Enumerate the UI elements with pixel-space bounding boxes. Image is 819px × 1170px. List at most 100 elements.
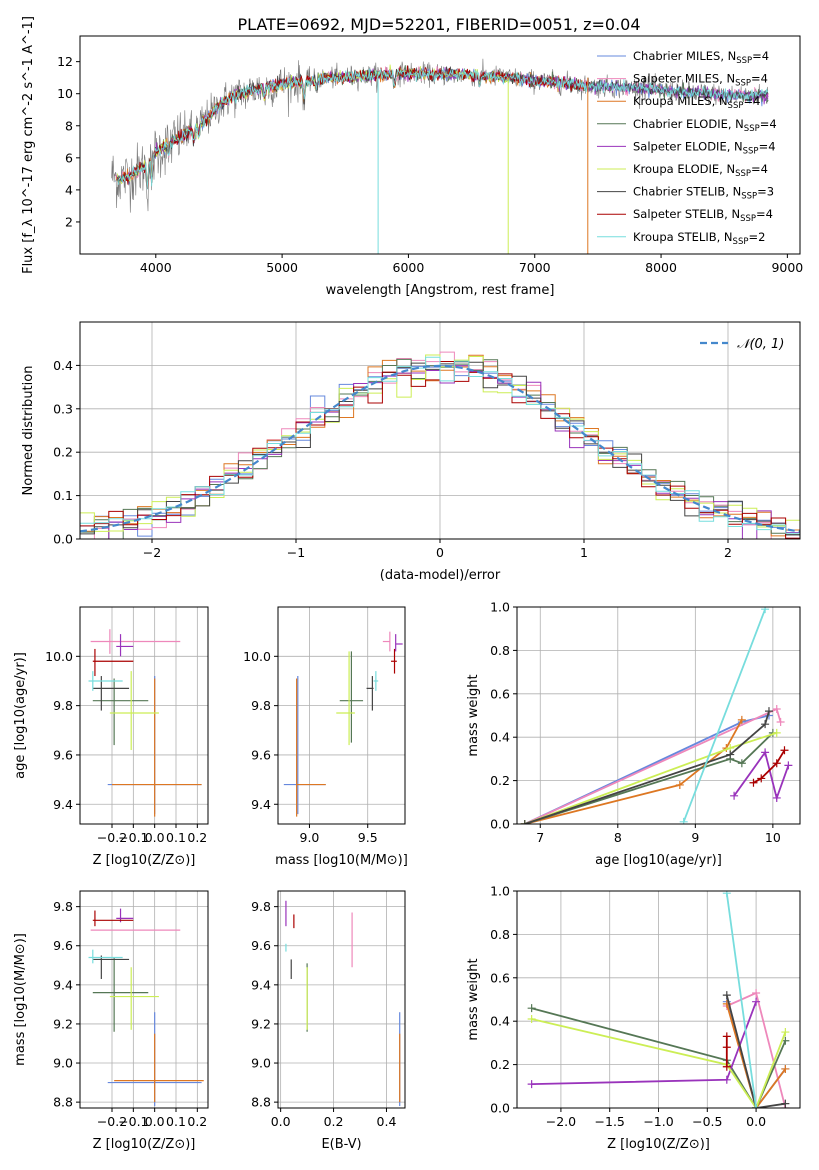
legend-label: Chabrier MILES, NSSP=4 — [633, 49, 769, 66]
plot-area — [520, 607, 793, 824]
x-tick-label: 0.1 — [166, 1114, 186, 1129]
plot-area — [88, 629, 202, 817]
y-tick-label: 1.0 — [490, 600, 510, 615]
mass-weight-line — [531, 1007, 787, 1108]
y-axis-label: Normed distribution — [21, 366, 36, 496]
x-tick-label: −1.0 — [643, 1114, 673, 1129]
axes-frame — [277, 890, 406, 1109]
residual-distribution-panel: −2 −1 0 1 2 0.0 0.1 0.2 0.3 0.4 (data-model)/error… — [21, 321, 801, 583]
mass-weight-marker — [520, 820, 529, 824]
x-tick-label: 0.1 — [166, 830, 186, 845]
mass-weight-line — [725, 1003, 787, 1108]
y-tick-label: 0.2 — [53, 445, 73, 460]
x-axis-label: mass [log10(M/M⊙)] — [275, 853, 408, 868]
mass-weight-marker — [781, 1028, 790, 1037]
mass-weight-line — [753, 749, 786, 784]
y-tick-label: 9.8 — [251, 698, 271, 713]
y-axis-label: mass [log10(M/M⊙)] — [13, 933, 28, 1066]
x-tick-label: 8 — [614, 830, 622, 845]
y-tick-label: 10.0 — [243, 649, 271, 664]
y-tick-label: 4 — [65, 182, 73, 197]
x-tick-label: −1.5 — [595, 1114, 625, 1129]
mass-weight-marker — [772, 793, 781, 802]
mass-weight-marker — [675, 780, 684, 789]
age-vs-mass-panel: 9.0 9.5 9.4 9.6 9.8 10.0 mass [log10(M/M⊙)] — [243, 606, 408, 868]
mass-weight-line — [725, 994, 786, 1108]
y-tick-label: 9.2 — [53, 1016, 73, 1031]
legend-label: Salpeter MILES, NSSP=4 — [633, 72, 768, 89]
axes-frame — [277, 606, 406, 825]
mass-weight-marker — [752, 997, 761, 1006]
y-tick-label: 1.0 — [490, 884, 510, 899]
legend-label: Kroupa ELODIE, NSSP=4 — [633, 162, 768, 179]
x-axis-label: Z [log10(Z/Z⊙)] — [607, 1137, 710, 1152]
y-tick-label: 9.6 — [251, 747, 271, 762]
legend-subscript: SSP — [744, 124, 760, 134]
mass-weight-marker — [781, 1099, 790, 1108]
mass-weight-marker — [752, 988, 761, 997]
grid-lines — [80, 607, 208, 824]
plot-area — [111, 58, 769, 254]
mass-weight-marker — [679, 817, 688, 824]
y-tick-label: 0.2 — [490, 1057, 510, 1072]
model-spectrum-line — [115, 68, 588, 186]
legend-count: =2 — [748, 230, 765, 244]
legend-count: =4 — [752, 49, 769, 63]
y-tick-label: 9.0 — [251, 1056, 271, 1071]
mass-weight-marker — [761, 720, 770, 729]
legend-label: Chabrier ELODIE, NSSP=4 — [633, 117, 777, 134]
plot-area — [285, 900, 401, 1107]
mass-weight-line — [725, 893, 757, 1108]
legend-label: Chabrier STELIB, NSSP=3 — [633, 185, 774, 202]
model-spectrum-line — [118, 67, 769, 190]
axes-frame — [79, 890, 209, 1109]
x-tick-label: 6000 — [393, 260, 425, 275]
mass-weight-marker — [772, 759, 781, 768]
y-tick-label: 0.4 — [490, 1014, 510, 1029]
legend-count: =4 — [759, 139, 776, 153]
grid-lines — [278, 891, 405, 1108]
x-axis-label: Z [log10(Z/Z⊙)] — [93, 1137, 196, 1152]
y-tick-label: 0.8 — [490, 643, 510, 658]
legend-count: =4 — [760, 117, 777, 131]
mass-weight-marker — [757, 774, 766, 783]
x-tick-label: 9 — [691, 830, 699, 845]
legend-label: Salpeter ELODIE, NSSP=4 — [633, 139, 776, 156]
mass-weight-line — [524, 719, 743, 824]
mass-vs-metallicity-panel: −0.2−0.10.0 0.1 0.2 8.8 9.0 9.2 9.4 9.6 9.8 Z [lo… — [13, 890, 209, 1152]
spectrum-panel: 4000 5000 6000 7000 8000 9000 2 4 6 8 10 12 waveleng… — [21, 16, 803, 298]
figure-title: PLATE=0692, MJD=52201, FIBERID=0051, z=0… — [237, 15, 640, 34]
y-tick-label: 9.2 — [251, 1016, 271, 1031]
legend-subscript: SSP — [735, 79, 751, 89]
mass-weight-marker — [722, 991, 731, 1000]
mass-weight-marker — [722, 1032, 731, 1041]
mass-weight-vs-age-panel: 7 8 9 10 0.0 0.2 0.4 0.6 0.8 1.0 age [log10(age/yr… — [466, 600, 801, 868]
x-tick-label: −0.2 — [97, 830, 127, 845]
y-tick-label: 9.6 — [53, 938, 73, 953]
mass-weight-marker — [784, 761, 793, 770]
mass-weight-marker — [776, 718, 785, 727]
x-tick-label: 9000 — [771, 260, 803, 275]
plot-area — [80, 351, 800, 539]
legend-label: 𝒩(0, 1) — [737, 337, 784, 352]
y-tick-label: 9.6 — [53, 747, 73, 762]
x-tick-label: 2 — [724, 545, 732, 560]
x-tick-label: 9.0 — [300, 830, 320, 845]
y-tick-label: 0.1 — [53, 488, 73, 503]
y-tick-label: 8.8 — [53, 1095, 73, 1110]
mass-weight-marker — [730, 791, 739, 800]
x-tick-label: 0.0 — [746, 1114, 766, 1129]
x-tick-label: 9.5 — [358, 830, 378, 845]
y-tick-label: 9.4 — [251, 977, 271, 992]
y-axis-label: mass weight — [466, 674, 481, 756]
y-tick-label: 9.4 — [53, 797, 73, 812]
x-tick-label: 4000 — [140, 260, 172, 275]
plot-area — [88, 908, 204, 1107]
mass-weight-marker — [780, 746, 789, 755]
mass-weight-line — [524, 732, 774, 824]
y-axis-label: Flux [f_λ 10^-17 erg cm^-2 s^-1 A^-1] — [21, 16, 36, 274]
x-axis-label: wavelength [Angstrom, rest frame] — [326, 283, 555, 298]
mass-weight-marker — [726, 750, 735, 759]
legend-count: =4 — [743, 94, 760, 108]
